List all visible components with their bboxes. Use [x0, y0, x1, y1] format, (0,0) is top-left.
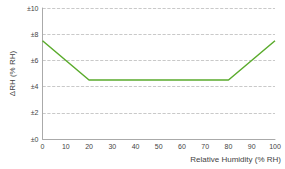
- svg-text:90: 90: [248, 143, 256, 150]
- svg-text:60: 60: [178, 143, 186, 150]
- svg-text:±10: ±10: [27, 5, 39, 12]
- svg-text:0: 0: [41, 143, 45, 150]
- svg-text:100: 100: [269, 143, 281, 150]
- svg-text:±6: ±6: [31, 57, 39, 64]
- svg-text:Relative Humidity (% RH): Relative Humidity (% RH): [190, 155, 281, 164]
- svg-text:70: 70: [201, 143, 209, 150]
- svg-text:80: 80: [225, 143, 233, 150]
- svg-text:ΔRH (% RH): ΔRH (% RH): [8, 50, 17, 96]
- svg-text:±8: ±8: [31, 31, 39, 38]
- svg-text:10: 10: [62, 143, 70, 150]
- svg-text:±4: ±4: [31, 83, 39, 90]
- svg-text:±2: ±2: [31, 109, 39, 116]
- svg-text:30: 30: [108, 143, 116, 150]
- svg-text:±0: ±0: [31, 136, 39, 143]
- svg-text:40: 40: [132, 143, 140, 150]
- svg-text:50: 50: [155, 143, 163, 150]
- svg-text:20: 20: [85, 143, 93, 150]
